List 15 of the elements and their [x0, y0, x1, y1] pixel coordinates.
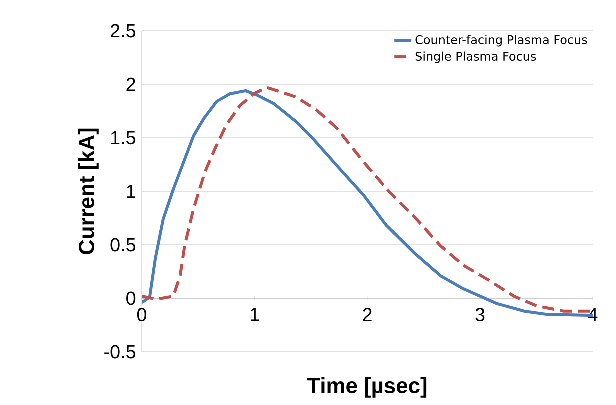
y-tick-label: 1 [127, 184, 136, 198]
y-axis-title: Current [kA] [78, 128, 99, 255]
y-tick-label: 2.5 [110, 24, 136, 38]
legend-label: Single Plasma Focus [416, 52, 536, 64]
x-tick-label: 0 [137, 308, 147, 322]
x-tick-label: 2 [363, 308, 372, 322]
x-tick-label: 3 [476, 308, 485, 322]
y-tick-label: 2 [126, 78, 136, 92]
x-axis-title: Time [µsec] [307, 377, 427, 398]
y-tick-label: 1.5 [111, 131, 136, 145]
y-tick-label: -0.5 [104, 345, 136, 359]
x-tick-label: 1 [250, 308, 260, 322]
y-tick-label: 0.5 [110, 238, 136, 252]
legend-label: Counter-facing Plasma Focus [416, 35, 588, 47]
y-tick-label: 0 [126, 292, 136, 306]
